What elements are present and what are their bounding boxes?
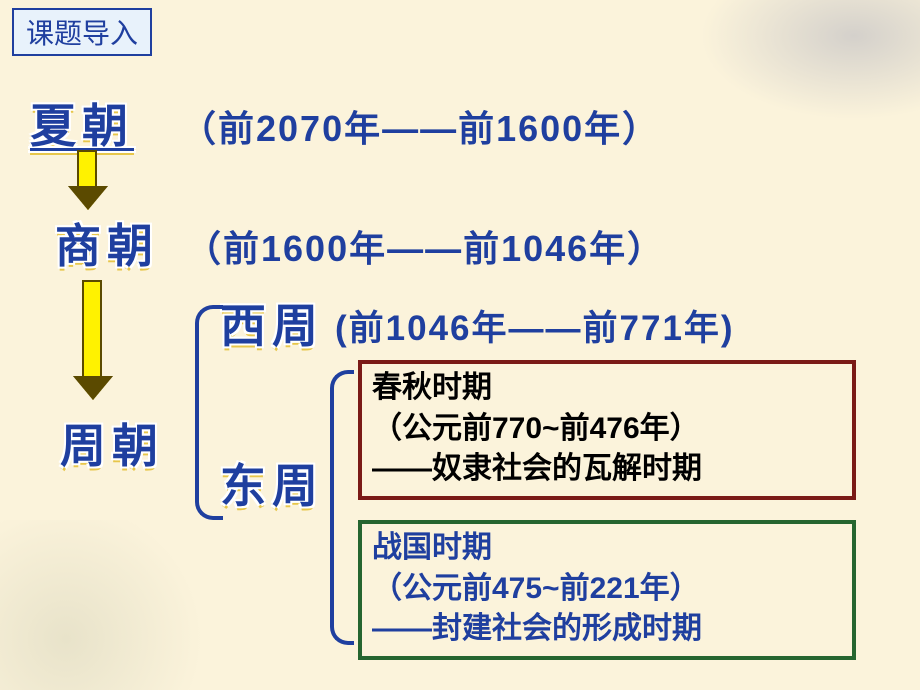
zhanguo-line1: 战国时期 (372, 528, 842, 569)
dynasty-xizhou-date: (前1046年——前771年) (335, 300, 735, 351)
zhanguo-line2: （公元前475~前221年） (372, 569, 842, 610)
dynasty-xizhou: 西周 (220, 290, 324, 356)
arrow-shang-to-zhou (75, 280, 109, 400)
chunqiu-line2: （公元前770~前476年） (372, 409, 842, 450)
dynasty-xia: 夏朝 (30, 90, 134, 156)
dynasty-xizhou-name: 西周 (220, 301, 324, 352)
header-label: 课题导入 (12, 8, 152, 56)
decor-bottom-left (0, 520, 220, 690)
dynasty-shang-name: 商朝 (55, 221, 159, 272)
chunqiu-line3: ——奴隶社会的瓦解时期 (372, 449, 842, 490)
dynasty-dongzhou: 东周 (220, 450, 324, 516)
dynasty-zhou: 周朝 (60, 410, 164, 476)
bracket-zhou (195, 305, 223, 520)
chunqiu-line1: 春秋时期 (372, 368, 842, 409)
bracket-dongzhou (330, 370, 354, 645)
zhanguo-line3: ——封建社会的形成时期 (372, 609, 842, 650)
dynasty-shang-date: （前1600年——前1046年） (185, 220, 665, 272)
decor-top-right (700, 0, 920, 120)
dynasty-dongzhou-name: 东周 (220, 461, 324, 512)
dynasty-shang: 商朝 (55, 210, 159, 276)
arrow-xia-to-shang (70, 150, 104, 210)
dynasty-xia-date: （前2070年——前1600年） (180, 100, 660, 152)
dynasty-zhou-name: 周朝 (60, 421, 164, 472)
period-zhanguo-box: 战国时期 （公元前475~前221年） ——封建社会的形成时期 (358, 520, 856, 660)
dynasty-xia-name: 夏朝 (30, 101, 134, 152)
period-chunqiu-box: 春秋时期 （公元前770~前476年） ——奴隶社会的瓦解时期 (358, 360, 856, 500)
